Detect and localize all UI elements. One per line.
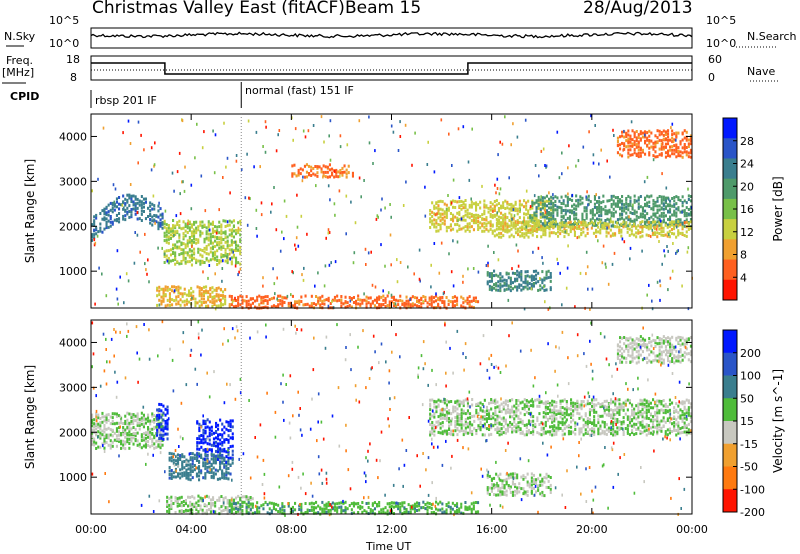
noise-tick-top-right: 10^5: [706, 14, 737, 27]
velocity-panel-cbtick-label-0: 200: [740, 347, 761, 360]
power-panel-ytick-label-4000: 4000: [59, 130, 87, 143]
power-panel-colorbar-label: Power [dB]: [771, 176, 785, 241]
power-panel-colorbar-segment-0: [723, 118, 737, 139]
power-panel-cbtick-label-5: 24: [740, 158, 754, 171]
x-axis-label: Time UT: [366, 540, 412, 553]
x-tick-label-4: 16:00: [476, 523, 508, 536]
velocity-panel-cbtick-label-3: 15: [740, 415, 754, 428]
x-tick-label-2: 08:00: [275, 523, 307, 536]
velocity-panel-cbtick-label-5: -50: [740, 461, 758, 474]
velocity-panel-colorbar-segment-4: [723, 421, 737, 445]
x-tick-label-6: 00:00: [676, 523, 708, 536]
velocity-panel-colorbar-segment-0: [723, 330, 737, 354]
velocity-panel-cells: [91, 320, 692, 517]
power-panel-colorbar-segment-4: [723, 198, 737, 220]
x-tick-label-3: 12:00: [376, 523, 408, 536]
power-panel-ytick-label-3000: 3000: [59, 175, 87, 188]
noise-panel-frame: [90, 27, 693, 49]
x-tick-label-5: 20:00: [576, 523, 608, 536]
velocity-panel-ytick-label-1000: 1000: [59, 471, 87, 484]
x-tick-label-1: 04:00: [175, 523, 207, 536]
noise-tick-top-left: 10^5: [49, 14, 80, 27]
power-panel-cbtick-label-3: 16: [740, 203, 754, 216]
power-panel-cells: [91, 114, 693, 311]
velocity-panel-colorbar-segment-2: [723, 375, 737, 399]
cpid-mode-1: rbsp 201 IF: [95, 94, 157, 107]
power-panel-ylabel: Slant Range [km]: [23, 159, 37, 263]
power-panel-colorbar-segment-7: [723, 259, 737, 281]
velocity-panel-ytick-label-4000: 4000: [59, 336, 87, 349]
x-tick-label-0: 00:00: [75, 523, 107, 536]
power-panel-colorbar-segment-6: [723, 239, 737, 261]
velocity-panel-colorbar-segment-5: [723, 443, 737, 467]
noise-tick-bottom-left: 10^0: [49, 37, 80, 50]
nave-tick-top: 60: [708, 53, 722, 66]
noise-tick-bottom-right: 10^0: [706, 37, 737, 50]
velocity-panel-cbtick-label-1: 100: [740, 370, 761, 383]
date-title: 28/Aug/2013: [583, 0, 693, 18]
nsky-label: N.Sky: [4, 30, 36, 43]
freq-tick-top: 18: [66, 53, 80, 66]
cpid-label: CPID: [10, 90, 40, 103]
velocity-panel-colorbar-segment-6: [723, 466, 737, 490]
velocity-panel-ytick-label-3000: 3000: [59, 381, 87, 394]
power-panel-ytick-label-2000: 2000: [59, 220, 87, 233]
nave-tick-bottom: 0: [708, 71, 715, 84]
power-panel-cbtick-label-0: 4: [740, 271, 747, 284]
velocity-panel-ylabel: Slant Range [km]: [23, 365, 37, 469]
velocity-panel-colorbar-segment-1: [723, 352, 737, 376]
nsky-series: [90, 31, 693, 39]
frequency-series: [91, 62, 692, 75]
freq-tick-bottom: 8: [70, 71, 77, 84]
power-panel-cbtick-label-4: 20: [740, 180, 754, 193]
velocity-panel-ytick-label-2000: 2000: [59, 426, 87, 439]
power-panel-colorbar-segment-8: [723, 279, 737, 301]
power-panel-cbtick-label-6: 28: [740, 135, 754, 148]
cpid-mode-2: normal (fast) 151 IF: [245, 84, 354, 97]
velocity-panel-colorbar-segment-7: [723, 489, 737, 513]
velocity-panel-cbtick-label-4: -15: [740, 438, 758, 451]
velocity-panel-colorbar-label: Velocity [m s^-1]: [771, 369, 785, 473]
power-panel-ytick-label-1000: 1000: [59, 265, 87, 278]
beam-title: Beam 15: [345, 0, 422, 18]
power-panel-colorbar-segment-1: [723, 138, 737, 159]
power-panel-colorbar-segment-5: [723, 219, 737, 240]
nsearch-label: N.Search: [747, 30, 797, 43]
power-panel-colorbar-segment-3: [723, 178, 737, 200]
power-panel-cbtick-label-2: 12: [740, 226, 754, 239]
freq-label-1: Freq.: [6, 54, 34, 67]
power-panel-colorbar-segment-2: [723, 158, 737, 180]
velocity-panel-cbtick-label-7: -200: [740, 506, 765, 519]
nave-label: Nave: [747, 65, 776, 78]
power-panel-cbtick-label-1: 8: [740, 249, 747, 262]
velocity-panel-colorbar-segment-3: [723, 398, 737, 422]
freq-label-2: [MHz]: [2, 66, 35, 79]
station-title: Christmas Valley East (fitACF): [92, 0, 345, 18]
velocity-panel-cbtick-label-2: 50: [740, 392, 754, 405]
freq-panel-frame: [90, 55, 693, 81]
velocity-panel-cbtick-label-6: -100: [740, 483, 765, 496]
